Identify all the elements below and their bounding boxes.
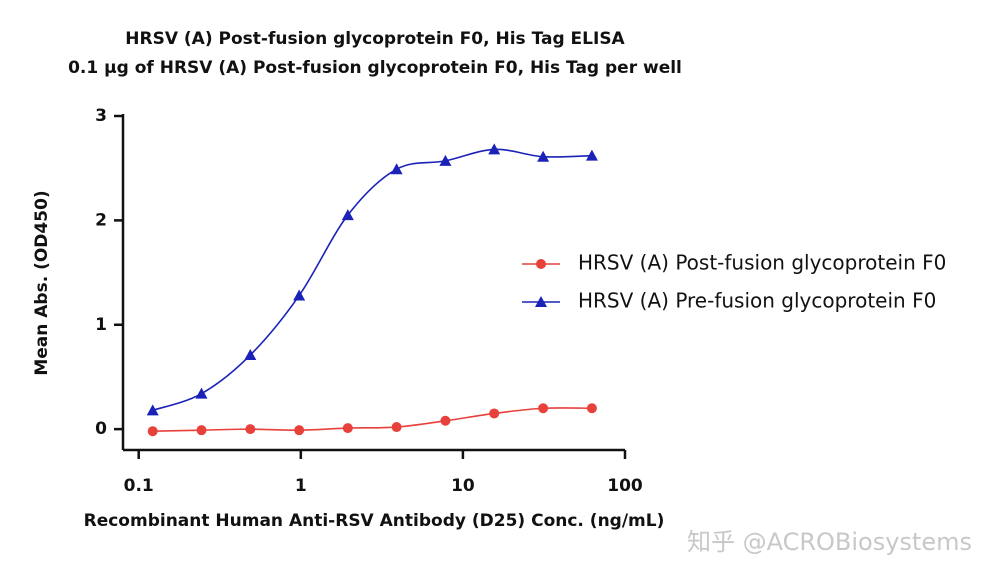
watermark: 知乎 @ACROBiosystems bbox=[687, 528, 972, 556]
point bbox=[538, 403, 549, 414]
x-tick-label: 1 bbox=[295, 476, 307, 496]
chart-subtitle: 0.1 μg of HRSV (A) Post-fusion glycoprot… bbox=[68, 58, 682, 78]
point bbox=[294, 425, 305, 436]
legend-marker bbox=[536, 259, 546, 269]
point bbox=[245, 424, 256, 435]
y-tick-label: 2 bbox=[95, 210, 107, 230]
point bbox=[585, 149, 598, 161]
point bbox=[440, 415, 451, 426]
point bbox=[390, 163, 403, 175]
point bbox=[439, 154, 452, 166]
point bbox=[586, 403, 597, 414]
point bbox=[293, 289, 306, 301]
x-tick-label: 0.1 bbox=[124, 476, 154, 496]
point bbox=[147, 426, 158, 437]
y-axis-label: Mean Abs. (OD450) bbox=[32, 190, 52, 375]
point bbox=[342, 423, 353, 434]
point bbox=[196, 425, 207, 436]
point bbox=[341, 209, 354, 221]
legend-label: HRSV (A) Post-fusion glycoprotein F0 bbox=[578, 251, 946, 275]
point bbox=[489, 408, 500, 419]
point bbox=[391, 422, 402, 433]
x-tick-label: 10 bbox=[451, 476, 475, 496]
y-tick-label: 0 bbox=[95, 419, 107, 439]
point bbox=[244, 349, 257, 361]
series-line bbox=[152, 148, 592, 412]
y-tick-label: 1 bbox=[95, 315, 107, 335]
point bbox=[146, 404, 159, 416]
legend-marker bbox=[535, 296, 547, 307]
y-tick-label: 3 bbox=[95, 106, 107, 126]
point bbox=[195, 387, 208, 399]
series-line bbox=[152, 407, 592, 433]
x-tick-label: 100 bbox=[607, 476, 643, 496]
point bbox=[488, 143, 501, 155]
point bbox=[537, 150, 550, 162]
x-axis-label: Recombinant Human Anti-RSV Antibody (D25… bbox=[84, 511, 665, 531]
legend-label: HRSV (A) Pre-fusion glycoprotein F0 bbox=[578, 289, 936, 313]
chart-title: HRSV (A) Post-fusion glycoprotein F0, Hi… bbox=[125, 29, 625, 49]
